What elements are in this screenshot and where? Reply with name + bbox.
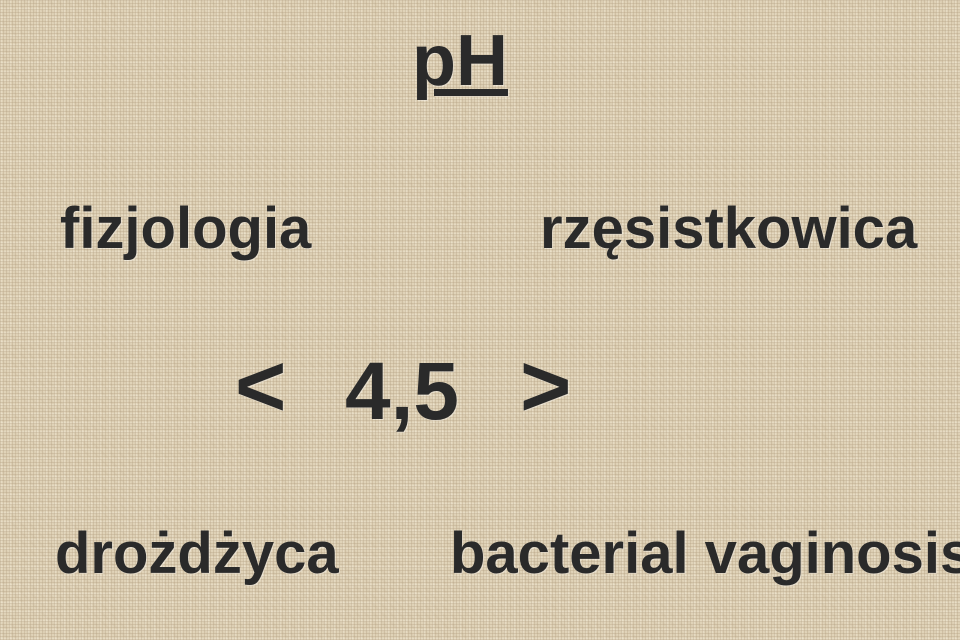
- label-bacterial-vaginosis: bacterial vaginosis: [450, 520, 960, 587]
- title-ph: pH: [412, 20, 508, 102]
- label-fizjologia: fizjologia: [60, 195, 311, 262]
- value-threshold: 4,5: [345, 345, 459, 439]
- label-rzesistkowica: rzęsistkowica: [540, 195, 917, 262]
- symbol-less-than: <: [235, 335, 286, 437]
- label-drozdzyca: drożdżyca: [55, 520, 339, 587]
- symbol-greater-than: >: [520, 335, 571, 437]
